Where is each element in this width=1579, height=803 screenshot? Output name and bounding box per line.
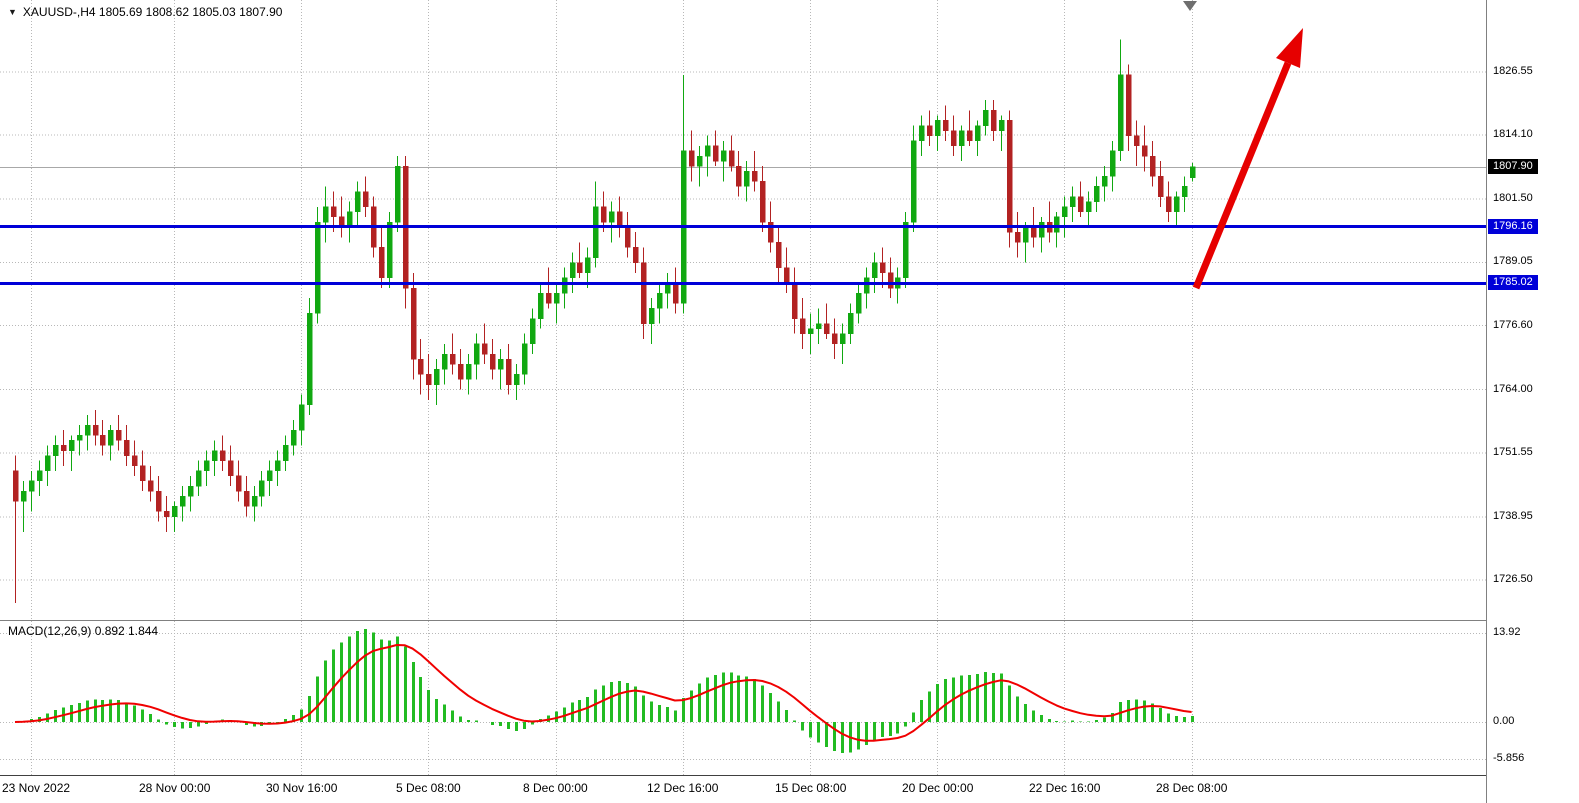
time-tick-label: 5 Dec 08:00 [396,781,461,795]
macd-tick-label: 13.92 [1493,626,1521,638]
level-price-badge: 1785.02 [1488,275,1538,290]
price-tick-label: 1801.50 [1493,192,1533,204]
time-tick-label: 23 Nov 2022 [2,781,71,795]
price-tick-label: 1751.55 [1493,446,1533,458]
time-axis[interactable]: 23 Nov 2022 28 Nov 00:00 30 Nov 16:00 5 Dec… [0,776,1486,803]
time-tick-label: 20 Dec 00:00 [902,781,974,795]
macd-tick-label: 0.00 [1493,715,1515,727]
time-tick-label: 12 Dec 16:00 [647,781,719,795]
candlesticks-layer [12,39,1196,603]
price-tick-label: 1789.05 [1493,255,1533,267]
time-tick-label: 28 Dec 08:00 [1156,781,1228,795]
chart-shift-marker-icon[interactable] [1183,1,1197,11]
current-price-badge: 1807.90 [1488,159,1538,174]
time-tick-label: 22 Dec 16:00 [1029,781,1101,795]
level-price-badge: 1796.16 [1488,219,1538,234]
macd-histogram [22,629,1194,754]
trend-arrow[interactable] [1192,28,1303,290]
price-tick-label: 1814.10 [1493,128,1533,140]
symbol-ohlc-header: ▼ XAUUSD-,H4 1805.69 1808.62 1805.03 180… [8,5,282,19]
price-tick-label: 1826.55 [1493,65,1533,77]
price-axis[interactable]: 1826.55 1814.10 1801.50 1789.05 1776.60 1764.… [1487,0,1579,803]
symbol-dropdown-icon[interactable]: ▼ [8,6,17,17]
price-tick-label: 1764.00 [1493,383,1533,395]
price-tick-label: 1726.50 [1493,573,1533,585]
time-tick-label: 15 Dec 08:00 [775,781,847,795]
time-tick-label: 30 Nov 16:00 [266,781,338,795]
price-tick-label: 1738.95 [1493,510,1533,522]
price-tick-label: 1776.60 [1493,319,1533,331]
macd-signal-line [14,644,1192,742]
symbol-ohlc-text: XAUUSD-,H4 1805.69 1808.62 1805.03 1807.… [22,5,283,19]
time-tick-label: 28 Nov 00:00 [139,781,211,795]
time-tick-label: 8 Dec 00:00 [523,781,588,795]
macd-indicator-label: MACD(12,26,9) 0.892 1.844 [8,624,159,638]
macd-tick-label: -5.856 [1493,752,1525,764]
